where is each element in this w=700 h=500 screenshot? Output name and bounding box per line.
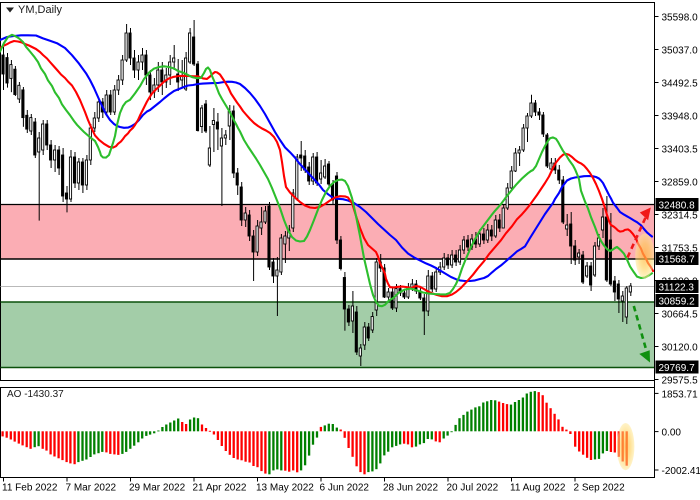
svg-text:0.00: 0.00: [662, 428, 682, 439]
svg-text:29 Mar 2022: 29 Mar 2022: [129, 483, 186, 494]
svg-text:30120.0: 30120.0: [662, 343, 699, 354]
svg-text:11 Feb 2022: 11 Feb 2022: [2, 483, 58, 494]
svg-text:-2002.41: -2002.41: [662, 466, 700, 477]
svg-text:13 May 2022: 13 May 2022: [256, 483, 314, 494]
svg-text:35037.0: 35037.0: [662, 46, 699, 57]
svg-text:20 Jul 2022: 20 Jul 2022: [447, 483, 499, 494]
svg-text:32859.0: 32859.0: [662, 178, 699, 189]
svg-text:6 Jun 2022: 6 Jun 2022: [320, 483, 370, 494]
svg-text:33948.0: 33948.0: [662, 112, 699, 123]
svg-text:34492.5: 34492.5: [662, 79, 699, 90]
svg-text:11 Aug 2022: 11 Aug 2022: [510, 483, 566, 494]
svg-text:31122.3: 31122.3: [659, 283, 695, 294]
svg-text:YM,Daily: YM,Daily: [18, 4, 63, 16]
svg-text:AO -1430.37: AO -1430.37: [7, 389, 64, 400]
svg-text:32314.5: 32314.5: [662, 211, 699, 222]
svg-text:2 Sep 2022: 2 Sep 2022: [574, 483, 626, 494]
svg-text:21 Apr 2022: 21 Apr 2022: [193, 483, 247, 494]
svg-text:31753.5: 31753.5: [662, 244, 699, 255]
svg-text:29769.7: 29769.7: [659, 363, 696, 374]
svg-text:30859.2: 30859.2: [659, 297, 696, 308]
svg-text:30664.5: 30664.5: [662, 310, 699, 321]
svg-text:7 Mar 2022: 7 Mar 2022: [66, 483, 117, 494]
svg-text:31568.7: 31568.7: [659, 255, 696, 266]
svg-text:28 Jun 2022: 28 Jun 2022: [383, 483, 438, 494]
svg-text:1853.71: 1853.71: [662, 389, 699, 400]
svg-text:29575.5: 29575.5: [662, 376, 699, 387]
svg-text:35598.0: 35598.0: [662, 13, 699, 24]
svg-text:32480.8: 32480.8: [659, 201, 696, 212]
svg-text:33403.5: 33403.5: [662, 145, 699, 156]
